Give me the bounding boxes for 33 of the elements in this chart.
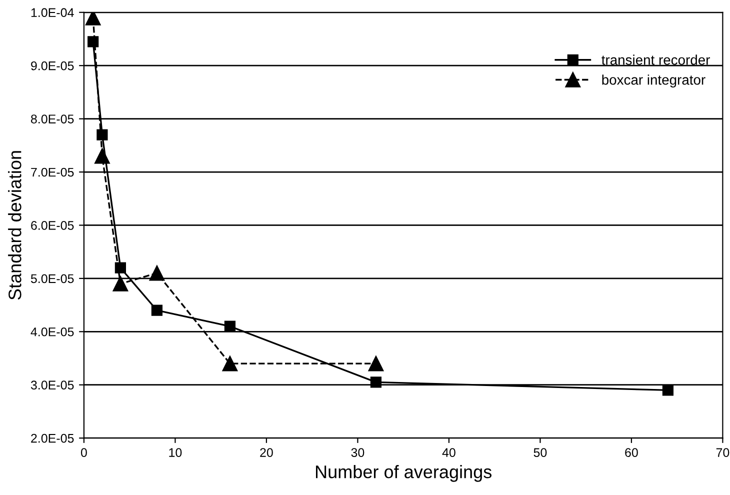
point [370, 376, 382, 388]
x-tick-label: 40 [442, 448, 456, 457]
y-tick-label: 6.0E-05 [31, 221, 74, 230]
point [85, 12, 101, 26]
y-tick-label: 7.0E-05 [31, 168, 74, 177]
y-tick-label: 5.0E-05 [30, 274, 74, 284]
y-tick-label: 1.0E-04 [31, 8, 74, 18]
point [149, 265, 165, 281]
y-tick-label: 3.0E-05 [30, 380, 74, 390]
x-tick-label: 10 [169, 448, 182, 457]
point [112, 276, 128, 292]
x-tick-label: 30 [351, 448, 364, 457]
legend-label: transient recorder [602, 54, 710, 65]
x-tick-label: 50 [534, 448, 547, 457]
point [114, 262, 126, 274]
y-axis-title: Standard deviation [8, 151, 22, 300]
legend-label: boxcar integrator [602, 74, 706, 88]
point [224, 320, 236, 332]
point [96, 129, 108, 140]
point [368, 356, 384, 372]
point [151, 304, 163, 316]
y-tick-label: 9.0E-05 [31, 61, 74, 70]
x-tick-label: 70 [716, 448, 730, 457]
x-tick-label: 60 [625, 448, 638, 457]
x-axis-title: Number of averagings [316, 465, 492, 482]
point [94, 148, 110, 164]
y-tick-label: 2.0E-05 [31, 434, 74, 443]
x-tick-label: 0 [80, 448, 87, 457]
y-tick-label: 4.0E-05 [30, 327, 74, 336]
y-tick-label: 8.0E-05 [30, 114, 74, 124]
point [222, 356, 238, 372]
x-tick-label: 20 [260, 448, 273, 457]
point [662, 384, 674, 396]
